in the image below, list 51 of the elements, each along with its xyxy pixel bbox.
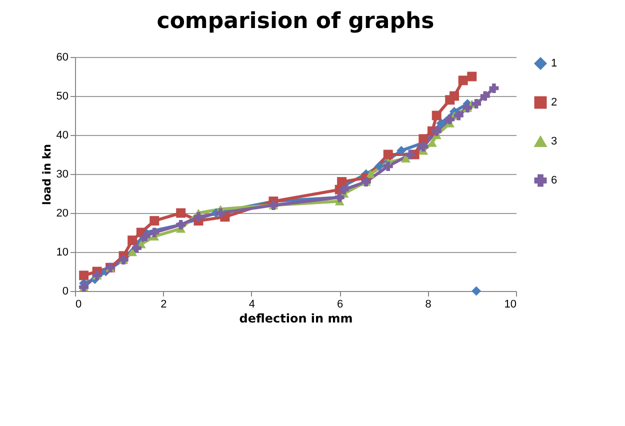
point xyxy=(216,208,226,218)
point xyxy=(458,76,468,86)
legend-label: 3 xyxy=(551,136,558,148)
legend-label: 1 xyxy=(551,58,558,70)
y-tick-label: 10 xyxy=(56,246,68,258)
x-tick-label: 0 xyxy=(76,298,82,310)
point xyxy=(401,154,410,163)
point xyxy=(454,110,464,120)
point xyxy=(445,114,455,124)
legend-label: 6 xyxy=(551,174,558,186)
point xyxy=(450,91,460,101)
point xyxy=(128,248,138,256)
point xyxy=(467,72,477,82)
y-tick-label: 40 xyxy=(56,130,68,142)
x-axis-title: deflection in mm xyxy=(239,312,353,326)
x-tick-label: 4 xyxy=(248,298,255,310)
legend-label: 2 xyxy=(551,96,558,108)
point xyxy=(150,216,160,226)
point xyxy=(432,126,442,136)
y-tick-label: 20 xyxy=(56,208,68,220)
point xyxy=(132,243,142,253)
point xyxy=(128,236,138,246)
point xyxy=(418,134,428,144)
x-tick-label: 10 xyxy=(504,298,516,310)
x-tick-label: 8 xyxy=(425,298,432,310)
point xyxy=(405,150,415,160)
point xyxy=(383,150,393,160)
point xyxy=(472,99,482,109)
chart-title: comparision of graphs xyxy=(156,9,434,34)
point xyxy=(366,170,376,178)
point xyxy=(432,110,442,120)
y-axis-title: load in kn xyxy=(40,144,54,206)
x-tick-label: 6 xyxy=(337,298,344,310)
point xyxy=(150,228,160,238)
y-tick-label: 60 xyxy=(56,52,68,64)
point xyxy=(194,212,204,222)
point xyxy=(489,83,499,93)
y-tick-label: 0 xyxy=(62,286,68,298)
point xyxy=(472,286,482,296)
point xyxy=(140,232,150,242)
x-tick-label: 2 xyxy=(160,298,167,310)
point xyxy=(480,91,490,101)
point xyxy=(436,118,446,128)
y-tick-label: 50 xyxy=(56,90,68,102)
point xyxy=(418,142,428,152)
point xyxy=(396,146,406,156)
y-tick-label: 30 xyxy=(56,168,68,180)
point xyxy=(79,270,89,280)
point xyxy=(374,161,384,171)
point xyxy=(383,161,393,171)
point xyxy=(176,208,186,218)
